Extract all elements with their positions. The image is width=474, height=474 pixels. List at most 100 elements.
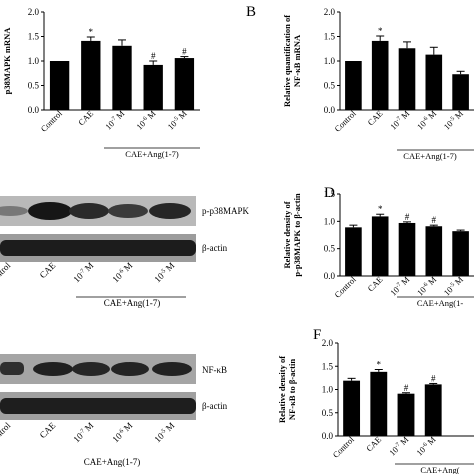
bar: [345, 61, 362, 110]
y-tick-label: 1.0: [324, 56, 336, 66]
bar: [398, 48, 416, 110]
blot-band: [0, 206, 28, 216]
y-tick-label: 2.0: [322, 338, 334, 348]
category-label: 10-6M: [414, 434, 438, 458]
group-label: CAE+Ang(1-7): [125, 149, 179, 159]
y-tick-label: 0.0: [324, 105, 336, 115]
category-label: 10-5M: [442, 274, 466, 298]
y-tick-label: 1.5: [28, 32, 40, 42]
bar: [371, 40, 389, 110]
bar: [370, 371, 388, 436]
bar: [452, 74, 469, 110]
bar: [49, 61, 70, 110]
y-axis-label: Relative density of: [277, 356, 287, 423]
bar: [143, 64, 163, 110]
significance-mark: #: [431, 373, 436, 383]
chart-d: 0.0 0.5 1.0 1.5 Relative density of p-p38MAPK…: [282, 189, 474, 308]
y-axis-label: Relative quantification of: [282, 15, 292, 107]
blot-band-label: β-actin: [202, 243, 228, 253]
blot-lane-label: 10-6M: [110, 260, 134, 284]
y-axis-label: NF-κB to β-actin: [287, 359, 297, 420]
blot-lane-label: CAE: [38, 420, 58, 440]
significance-mark: *: [378, 204, 383, 214]
significance-mark: #: [432, 215, 437, 225]
panel-letter-f: F: [313, 327, 321, 343]
bar: [371, 216, 389, 276]
category-label: CAE: [364, 434, 383, 453]
bar: [398, 222, 416, 276]
y-tick-label: 0.5: [322, 408, 334, 418]
bar: [174, 58, 195, 110]
blot-band: [72, 362, 110, 376]
category-label: CAE: [366, 108, 385, 127]
blot-band: [0, 240, 196, 256]
category-label: Control: [332, 108, 358, 134]
significance-mark: *: [378, 26, 383, 36]
blot-band: [0, 398, 196, 414]
category-label: 10-5M: [165, 108, 189, 132]
y-axis-label: Relative density of: [282, 201, 292, 268]
category-label: 10-7M: [103, 108, 127, 132]
blot-conc-exponent: -7: [78, 268, 86, 276]
category-label: CAE: [76, 108, 95, 127]
chart-a: 0.0 0.5 1.0 1.5 2.0 p38MAPK mRNA Control * CAE 10…: [2, 7, 200, 159]
group-label: CAE+Ang(1-: [417, 298, 464, 308]
blot-conc-exponent: -6: [117, 428, 125, 436]
blot-lane-label: 10-5M: [152, 260, 176, 284]
blot-band: [28, 202, 72, 220]
y-tick-label: 2.0: [28, 7, 40, 17]
y-axis-label: p38MAPK mRNA: [2, 27, 12, 95]
bar: [81, 40, 101, 110]
blot-lane-label: CAE: [38, 260, 58, 280]
y-axis-label: NF-κB mRNA: [292, 34, 302, 87]
y-tick-label: 1.0: [28, 56, 40, 66]
category-label: 10-6M: [415, 108, 439, 132]
blot-lane-label: ontrol: [0, 420, 13, 443]
significance-mark: #: [404, 383, 409, 393]
y-tick-label: 1.5: [324, 189, 336, 199]
blot-band-label: β-actin: [202, 401, 228, 411]
y-tick-label: 2.0: [324, 7, 336, 17]
bar: [343, 380, 361, 436]
category-label: Control: [39, 108, 65, 134]
blot-band: [108, 204, 148, 218]
blot-group-label: CAE+Ang(1-7): [84, 457, 141, 467]
y-tick-label: 0.0: [322, 431, 334, 441]
group-label: CAE+Ang(: [420, 465, 459, 474]
chart-f: 0.0 0.5 1.0 1.5 2.0 Relative density of NF-κB …: [277, 338, 474, 474]
y-tick-label: 1.0: [324, 216, 336, 226]
bar: [345, 227, 362, 276]
blot-lane-label: 10-5M: [152, 420, 176, 444]
blot-lane-label: 10-7M: [71, 260, 95, 284]
significance-mark: #: [405, 212, 410, 222]
bar: [425, 54, 443, 110]
blot-band: [152, 362, 192, 376]
blot-band-label: NF-κB: [202, 365, 227, 375]
panel-letter-d: D: [324, 185, 335, 201]
y-tick-label: 1.5: [322, 361, 334, 371]
blot-lane-label: 10-7M: [71, 420, 95, 444]
y-tick-label: 1.0: [322, 385, 334, 395]
blot-lane-label: 10-6M: [110, 420, 134, 444]
y-tick-label: 0.5: [324, 81, 336, 91]
category-label: 10-6M: [134, 108, 158, 132]
category-label: 10-5M: [442, 108, 466, 132]
bar: [424, 384, 442, 436]
significance-mark: #: [182, 47, 187, 57]
blot-band: [149, 203, 191, 219]
significance-mark: *: [377, 360, 382, 370]
bar: [425, 226, 443, 276]
blot-band: [0, 362, 24, 375]
blot-band: [33, 362, 73, 376]
bar: [452, 231, 469, 276]
y-tick-label: 1.5: [324, 32, 336, 42]
category-label: 10-7M: [387, 434, 411, 458]
y-tick-label: 0.0: [324, 271, 336, 281]
western-blot-p38: p-p38MAPK β-actin ontrol CAE 10-7M 10-6M…: [0, 196, 250, 308]
blot-conc-exponent: -6: [117, 268, 125, 276]
bar: [397, 393, 415, 436]
category-label: CAE: [366, 274, 385, 293]
blot-band: [69, 203, 109, 219]
blot-conc-exponent: -5: [159, 268, 167, 276]
